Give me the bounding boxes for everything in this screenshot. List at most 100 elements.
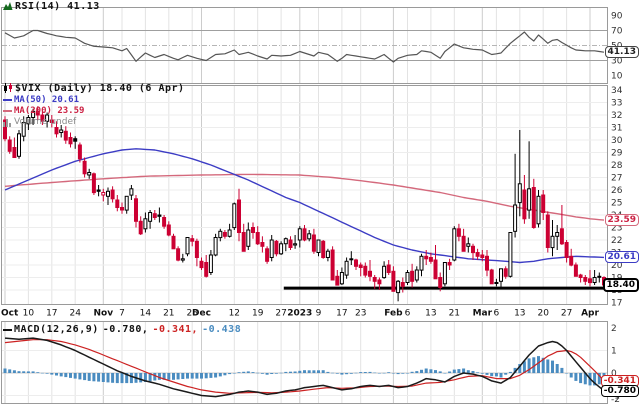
- macd-histogram-bar: [256, 372, 260, 374]
- candle-body: [475, 252, 480, 257]
- candle-body: [227, 229, 232, 237]
- candle-body: [190, 238, 195, 242]
- macd-histogram-bar: [307, 370, 311, 373]
- candle-body: [494, 282, 499, 284]
- candle-body: [110, 189, 115, 200]
- macd-histogram-bar: [232, 373, 236, 374]
- price-axis-tick: 20: [611, 261, 623, 271]
- candle-body: [218, 230, 223, 239]
- candle-body: [274, 240, 279, 255]
- macd-histogram-bar: [415, 371, 419, 373]
- price-axis-tick: 25: [611, 199, 622, 209]
- candle-body: [91, 173, 96, 194]
- candle-body: [438, 277, 443, 288]
- macd-histogram-bar: [242, 371, 246, 373]
- macd-histogram-bar: [541, 357, 545, 373]
- macd-histogram-bar: [274, 373, 278, 374]
- candle-body: [171, 235, 176, 250]
- candle-body: [63, 130, 68, 141]
- candle-body: [293, 243, 298, 246]
- macd-histogram-bar: [265, 373, 269, 375]
- macd-histogram-bar: [406, 373, 409, 374]
- candle-body: [129, 188, 134, 196]
- candle-body: [588, 278, 592, 284]
- macd-histogram-bar: [195, 373, 199, 379]
- macd-histogram-bar: [31, 371, 35, 373]
- x-axis-tick: 9: [316, 309, 322, 319]
- macd-histogram-bar: [504, 373, 508, 375]
- x-axis-tick: 20: [537, 309, 549, 319]
- macd-histogram-bar: [583, 373, 587, 385]
- x-axis-tick: 19: [252, 309, 264, 319]
- macd-histogram-bar: [335, 373, 339, 374]
- macd-histogram-bar: [111, 373, 115, 383]
- candle-body: [269, 239, 274, 258]
- candle-body: [452, 228, 457, 261]
- macd-histogram-bar: [237, 372, 241, 373]
- macd-histogram-bar: [429, 369, 433, 373]
- macd-histogram-bar: [148, 373, 152, 382]
- x-axis-tick: Mar: [473, 309, 493, 319]
- macd-histogram-bar: [434, 370, 437, 373]
- macd-histogram-bar: [120, 373, 124, 384]
- macd-histogram-bar: [480, 373, 484, 374]
- candle-body: [325, 250, 330, 258]
- macd-histogram-bar: [55, 373, 58, 376]
- price-axis-tick: 33: [611, 99, 622, 109]
- x-axis-tick: 17: [46, 309, 57, 319]
- x-axis-tick: 21: [449, 309, 460, 319]
- candle-body: [358, 264, 363, 268]
- macd-histogram-bar: [143, 373, 147, 382]
- candle-body: [176, 248, 181, 261]
- candle-body: [166, 224, 171, 236]
- candle-body: [12, 147, 17, 158]
- candle-body: [199, 260, 204, 269]
- price-axis-tick: 28: [611, 161, 623, 171]
- candle-body: [68, 137, 73, 145]
- macd-histogram-bar: [181, 373, 185, 379]
- candle-body: [59, 129, 64, 133]
- macd-histogram-bar: [172, 373, 175, 380]
- macd-histogram-bar: [17, 371, 21, 373]
- candle-body: [302, 228, 307, 241]
- price-axis-tick: 32: [611, 111, 622, 121]
- candle-body: [569, 255, 574, 266]
- macd-histogram-bar: [490, 373, 494, 377]
- macd-histogram-bar: [363, 372, 367, 373]
- x-axis-tick: 2023: [287, 309, 312, 319]
- candle-body: [101, 192, 106, 196]
- macd-histogram-bar: [162, 373, 166, 380]
- macd-histogram-bar: [569, 373, 573, 378]
- macd-histogram-bar: [396, 373, 400, 375]
- candle-body: [541, 194, 546, 213]
- macd-histogram-bar: [527, 358, 531, 373]
- candle-body: [35, 110, 40, 116]
- candle-body: [17, 133, 21, 157]
- candle-body: [391, 270, 396, 292]
- price-axis-tick: 34: [611, 86, 623, 96]
- candle-body: [251, 227, 255, 233]
- x-axis-tick: 7: [119, 309, 125, 319]
- rsi-axis-tick: 90: [611, 12, 623, 22]
- macd-histogram-bar: [78, 373, 82, 380]
- candle-body: [3, 119, 7, 140]
- macd-axis-tick: 1: [611, 347, 617, 357]
- candle-body: [508, 232, 513, 277]
- candle-body: [386, 264, 391, 273]
- candle-body: [372, 277, 377, 282]
- macd-histogram-bar: [349, 373, 353, 374]
- price-axis-tick: 22: [611, 236, 622, 246]
- candle-body: [157, 214, 162, 217]
- macd-histogram-bar: [443, 373, 447, 374]
- macd-histogram-bar: [551, 360, 554, 373]
- candle-body: [208, 254, 213, 273]
- candle-body: [180, 258, 185, 261]
- price-axis-tick: 26: [611, 186, 623, 196]
- candle-body: [335, 275, 340, 286]
- candle-body: [7, 139, 12, 152]
- candle-body: [471, 245, 475, 254]
- candle-body: [396, 280, 401, 294]
- macd-line: [4, 337, 605, 398]
- macd-histogram-bar: [101, 373, 105, 382]
